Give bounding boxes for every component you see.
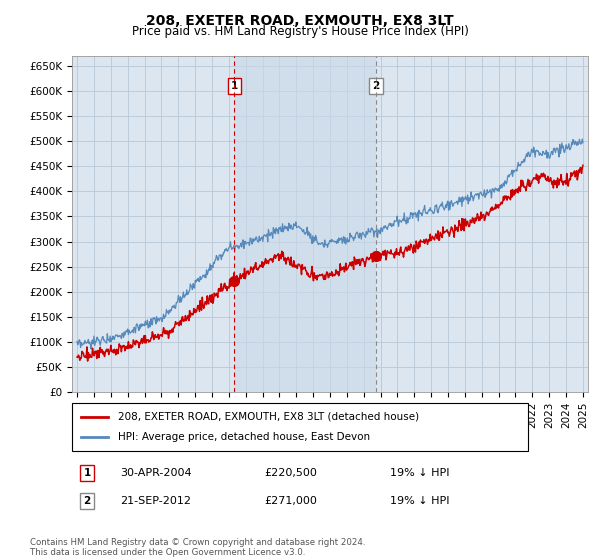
Text: 2: 2 (83, 496, 91, 506)
Text: HPI: Average price, detached house, East Devon: HPI: Average price, detached house, East… (118, 432, 370, 442)
Text: 1: 1 (231, 81, 238, 91)
Text: Price paid vs. HM Land Registry's House Price Index (HPI): Price paid vs. HM Land Registry's House … (131, 25, 469, 38)
Text: £220,500: £220,500 (264, 468, 317, 478)
Text: 1: 1 (83, 468, 91, 478)
Text: 21-SEP-2012: 21-SEP-2012 (120, 496, 191, 506)
Text: 30-APR-2004: 30-APR-2004 (120, 468, 191, 478)
Text: 208, EXETER ROAD, EXMOUTH, EX8 3LT (detached house): 208, EXETER ROAD, EXMOUTH, EX8 3LT (deta… (118, 412, 419, 422)
Text: 19% ↓ HPI: 19% ↓ HPI (390, 468, 449, 478)
Text: 208, EXETER ROAD, EXMOUTH, EX8 3LT: 208, EXETER ROAD, EXMOUTH, EX8 3LT (146, 14, 454, 28)
Text: 19% ↓ HPI: 19% ↓ HPI (390, 496, 449, 506)
Bar (235, 56, 376, 392)
Text: £271,000: £271,000 (264, 496, 317, 506)
Text: 2: 2 (372, 81, 379, 91)
Text: Contains HM Land Registry data © Crown copyright and database right 2024.
This d: Contains HM Land Registry data © Crown c… (30, 538, 365, 557)
